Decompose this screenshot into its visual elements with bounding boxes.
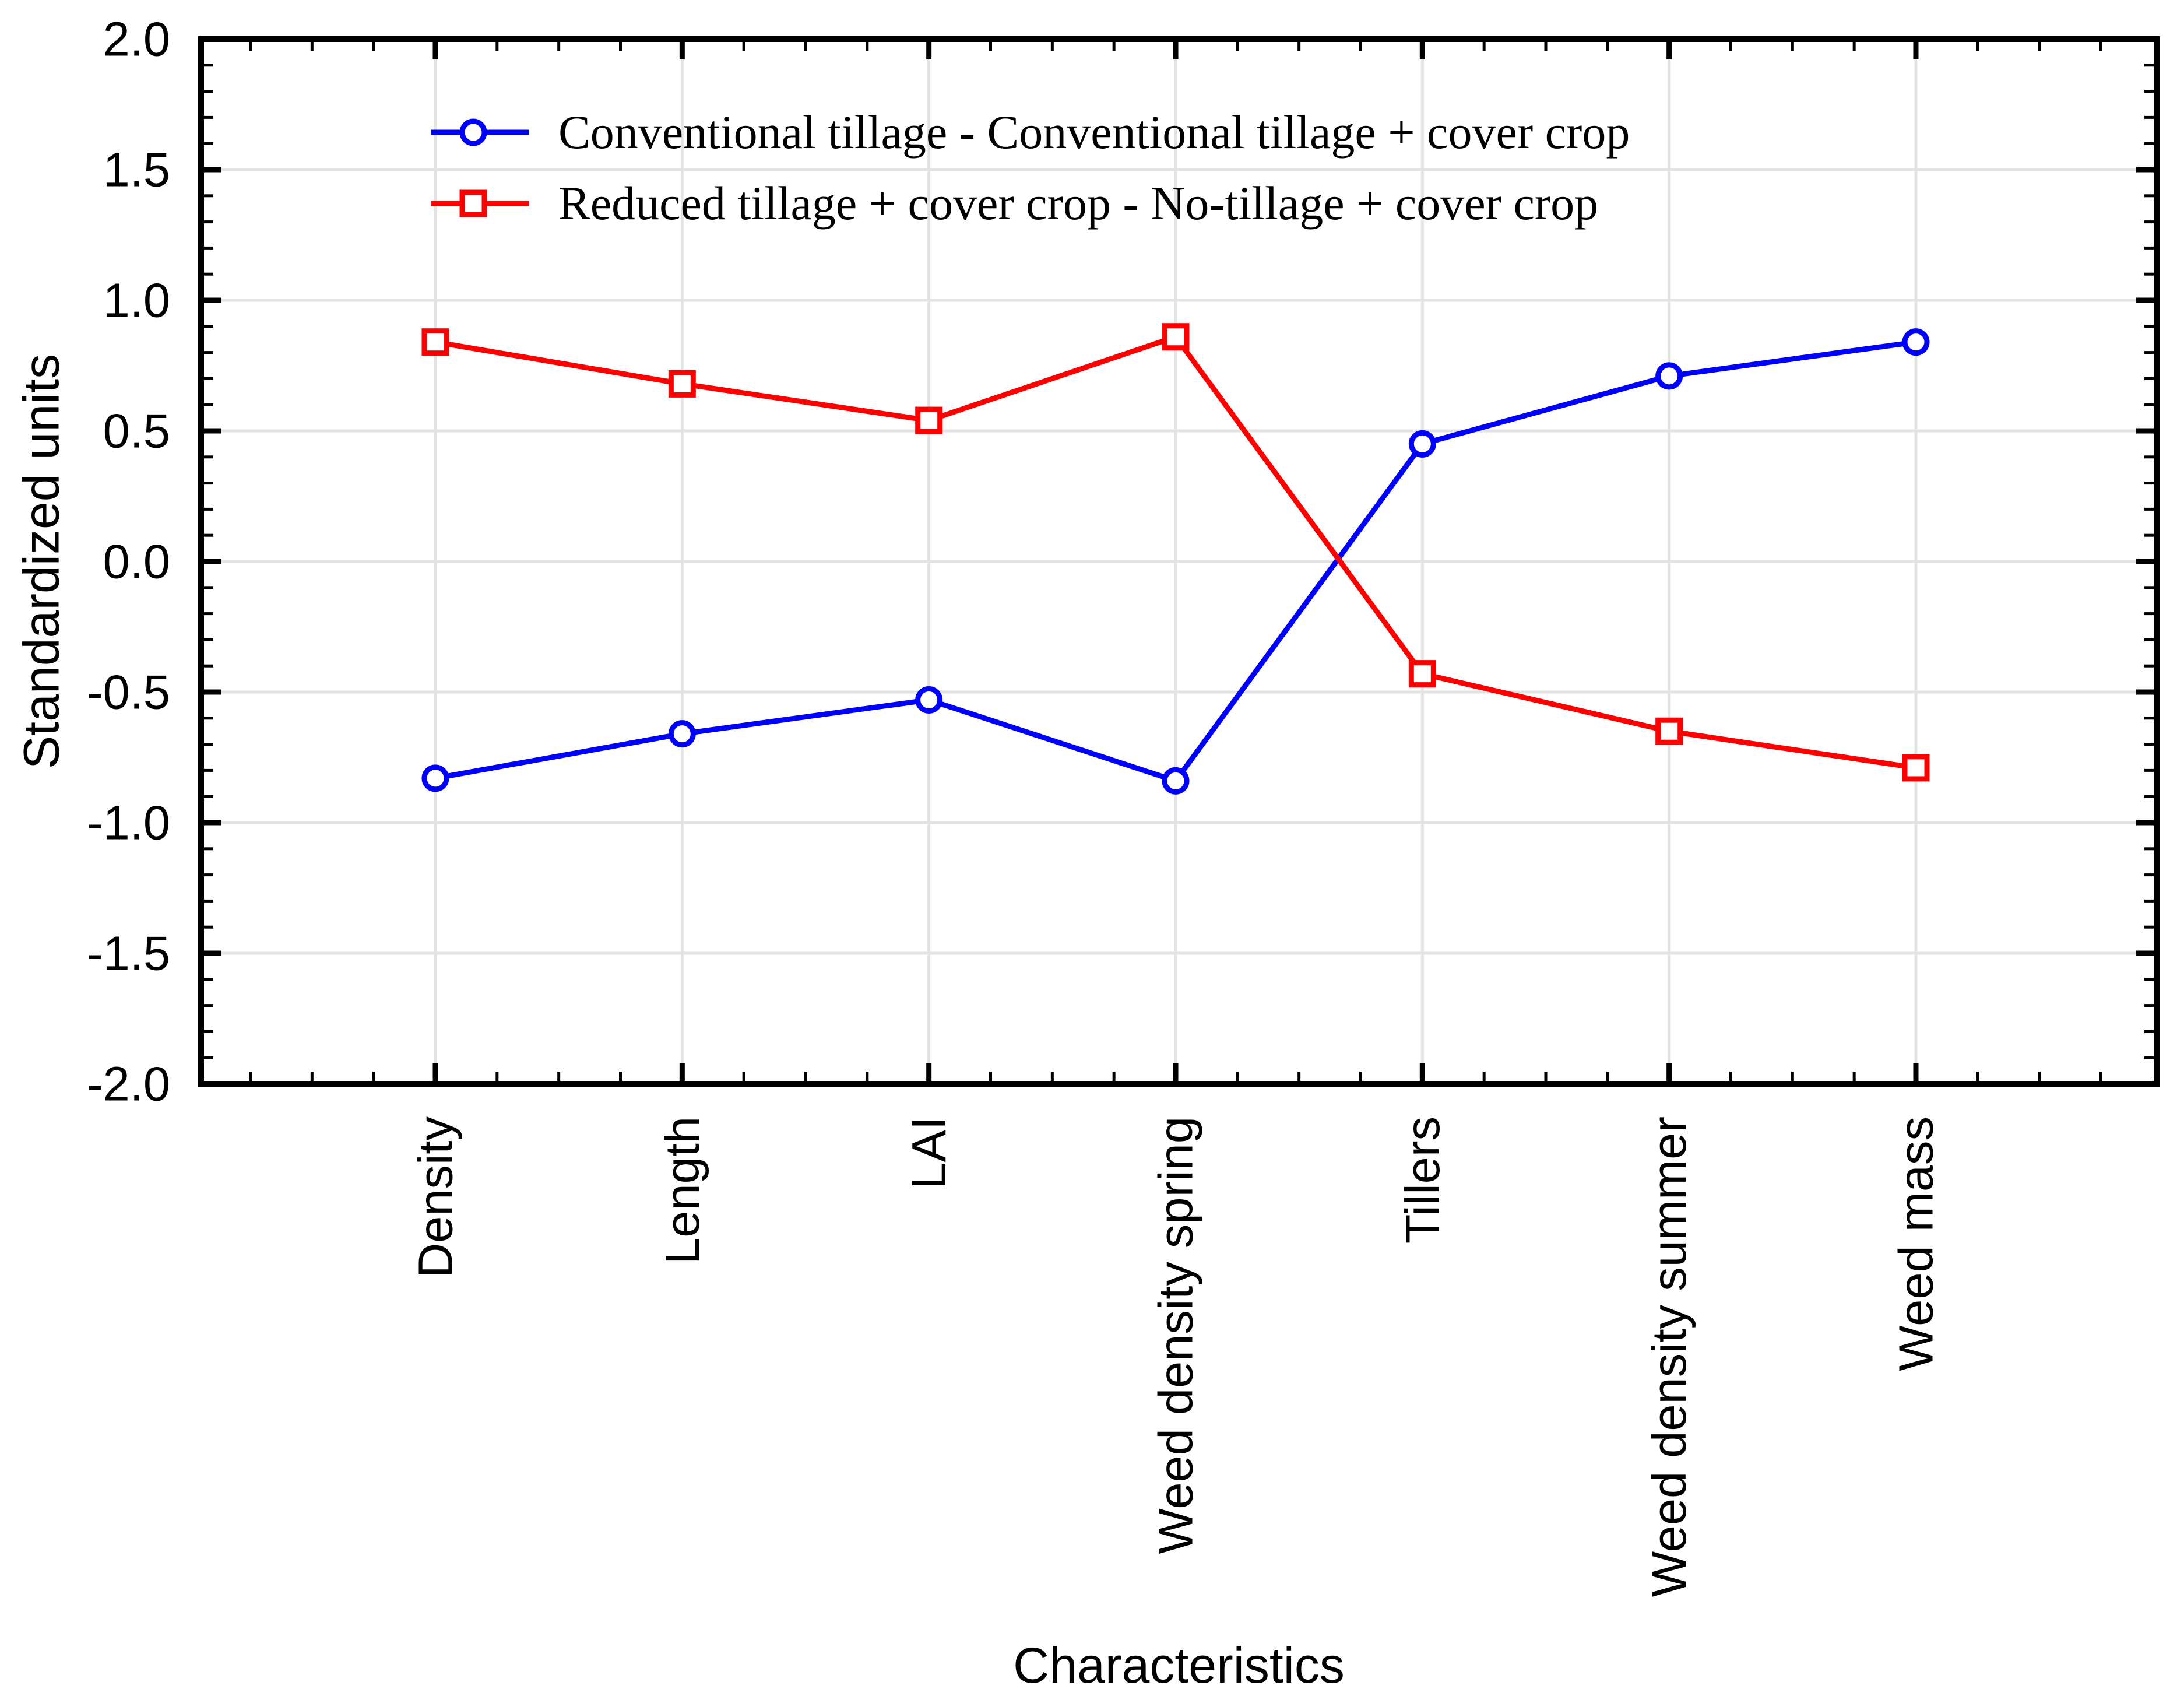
data-point-square — [1655, 717, 1683, 745]
x-tick-label: Length — [655, 1116, 709, 1265]
y-tick-label: 0.5 — [103, 404, 170, 458]
data-point-square — [1408, 660, 1436, 688]
y-tick-label: 2.0 — [103, 12, 170, 66]
axis-ticks — [204, 42, 2154, 1081]
plot-frame — [198, 36, 2160, 1087]
data-point-square — [1162, 323, 1190, 351]
x-tick-label: LAI — [902, 1116, 956, 1189]
y-axis-title: Standardized units — [13, 353, 70, 770]
x-tick-label: Weed density spring — [1149, 1116, 1203, 1554]
data-point-circle — [1408, 430, 1436, 458]
x-tick-label: Tillers — [1395, 1116, 1450, 1244]
data-point-square — [668, 370, 696, 398]
legend-marker-circle-icon — [431, 118, 529, 146]
y-tick-label: -1.0 — [87, 796, 170, 850]
data-point-square — [421, 328, 449, 356]
data-point-circle — [1655, 362, 1683, 390]
data-point-square — [1902, 754, 1930, 782]
y-tick-label: 1.5 — [103, 143, 170, 197]
data-point-circle — [915, 686, 943, 714]
y-tick-label: 1.0 — [103, 273, 170, 328]
y-tick-label: 0.0 — [103, 535, 170, 589]
y-tick-label: -2.0 — [87, 1057, 170, 1111]
series-1 — [421, 328, 1930, 795]
legend-item-series-2: Reduced tillage + cover crop - No-tillag… — [431, 177, 1598, 230]
x-tick-label: Weed density summer — [1642, 1116, 1696, 1597]
legend-item-series-1: Conventional tillage - Conventional till… — [431, 106, 1630, 159]
legend-marker-square-icon — [431, 189, 529, 217]
legend-label-series-1: Conventional tillage - Conventional till… — [558, 106, 1630, 159]
data-point-circle — [668, 720, 696, 748]
series-2 — [421, 323, 1930, 782]
y-tick-labels: 2.0 1.5 1.0 0.5 0.0 -0.5 -1.0 -1.5 -2.0 — [87, 12, 170, 1111]
x-tick-labels: Density Length LAI Weed density spring Tille… — [409, 1116, 1943, 1597]
data-point-square — [915, 406, 943, 434]
data-point-circle — [421, 764, 449, 792]
data-point-circle — [1902, 328, 1930, 356]
y-tick-label: -1.5 — [87, 926, 170, 981]
gridlines — [201, 39, 2157, 1084]
legend-label-series-2: Reduced tillage + cover crop - No-tillag… — [558, 177, 1599, 230]
x-tick-label: Weed mass — [1889, 1116, 1943, 1371]
x-axis-title: Characteristics — [1013, 1638, 1345, 1694]
data-point-circle — [1162, 767, 1190, 795]
x-tick-label: Density — [409, 1116, 463, 1278]
y-tick-label: -0.5 — [87, 665, 170, 719]
